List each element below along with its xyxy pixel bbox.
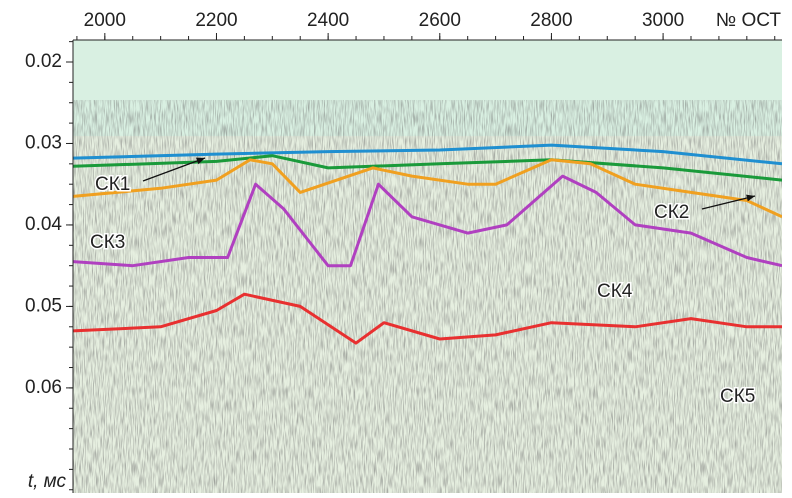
x-tick-label: 2400 <box>307 10 349 31</box>
x-tick-label: 3000 <box>642 10 684 31</box>
annotation: СК2 <box>654 202 689 223</box>
arrow-head <box>746 194 755 202</box>
arrow-head <box>196 157 205 165</box>
x-tick-label: 2800 <box>530 10 572 31</box>
annotation: СК3 <box>90 232 125 253</box>
horizon-line <box>73 143 782 166</box>
y-tick-label: 0.06 <box>25 377 62 398</box>
seismic-noise <box>73 136 782 493</box>
horizon-line <box>73 154 782 182</box>
annotation-arrow <box>142 157 206 182</box>
horizon-line <box>73 292 782 345</box>
y-tick-label: 0.03 <box>25 132 62 153</box>
x-tick-label: 2600 <box>419 10 461 31</box>
x-tick-label: 2200 <box>195 10 237 31</box>
y-tick-label: 0.05 <box>25 295 62 316</box>
y-tick-label: 0.02 <box>25 51 62 72</box>
x-tick-label: 2000 <box>84 10 126 31</box>
horizon-line <box>73 158 782 219</box>
horizon-line <box>73 174 782 268</box>
annotation: СК4 <box>597 281 633 302</box>
annotation: СК1 <box>95 174 130 195</box>
y-axis-label: t, мс <box>28 471 67 492</box>
annotation: СК5 <box>720 386 755 407</box>
y-tick-label: 0.04 <box>25 214 62 235</box>
annotation-arrow <box>701 195 756 210</box>
x-axis-label: № ОСТ <box>716 10 782 31</box>
